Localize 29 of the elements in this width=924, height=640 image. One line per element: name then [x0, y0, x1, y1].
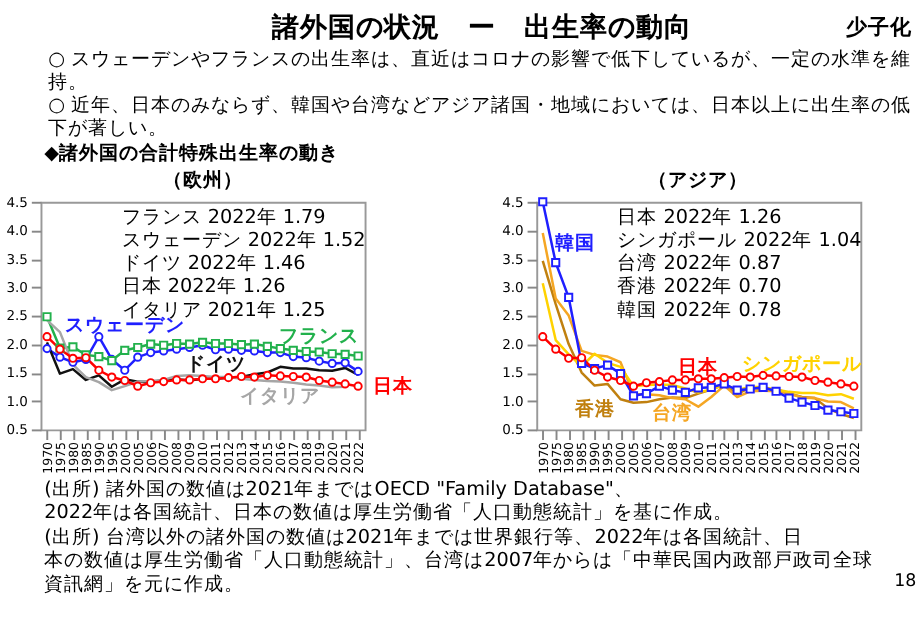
text: (出所) 台湾以外の諸外国の数値は2021年までは世界銀行等、2022年は各国統計、日本の数値は厚生労働省「人口動態統計」、台湾は2007年からは「中華民国内政部戸政司全球資訊網」を元に作成。	[44, 525, 874, 596]
series-label: ドイツ	[185, 353, 246, 376]
annotation: 日本 2022年 1.26	[617, 205, 782, 230]
annotation: スウェーデン 2022年 1.52	[121, 228, 366, 253]
text: 諸外国の状況 ー 出生率の動向	[270, 9, 693, 44]
series-label: スウェーデン	[64, 315, 185, 338]
series-label: 香港	[572, 397, 617, 422]
text: ○ スウェーデンやフランスの出生率は、直近はコロナの影響で低下しているが、一定の水準を維持。	[48, 46, 912, 94]
annotation: 香港 2022年 0.70	[617, 274, 782, 299]
series-label: 台湾	[652, 401, 693, 426]
annotation: シンガポール 2022年 1.04	[617, 228, 862, 253]
annotation: 韓国 2022年 0.78	[617, 297, 782, 322]
text: 18	[894, 571, 917, 592]
series-label: フランス	[279, 325, 360, 348]
chart-title: （アジア）	[648, 170, 749, 193]
series-label: シンガポール	[742, 353, 865, 376]
text: 少子化	[846, 13, 915, 40]
series-label: 日本	[372, 373, 415, 398]
annotation: 台湾 2022年 0.87	[617, 251, 782, 276]
text: ○ 近年、日本のみならず、韓国や台湾などアジア諸国・地域においては、日本以上に出生率の低下が著しい。	[48, 93, 912, 141]
text: (出所) 諸外国の数値は2021年まではOECD "Family Database"、2022年は各国統計、日本の数値は厚生労働省「人口動態統計」を基に作成。	[44, 477, 734, 525]
series-label: イタリア	[240, 386, 321, 409]
annotation: ドイツ 2022年 1.46	[121, 251, 306, 276]
annotation: フランス 2022年 1.79	[121, 205, 326, 230]
series-label: 日本	[678, 355, 721, 380]
chart-title: （欧州）	[162, 168, 243, 193]
series-label: 韓国	[555, 230, 595, 255]
text: ◆諸外国の合計特殊出生率の動き	[44, 141, 340, 166]
annotation: 日本 2022年 1.26	[121, 274, 286, 299]
